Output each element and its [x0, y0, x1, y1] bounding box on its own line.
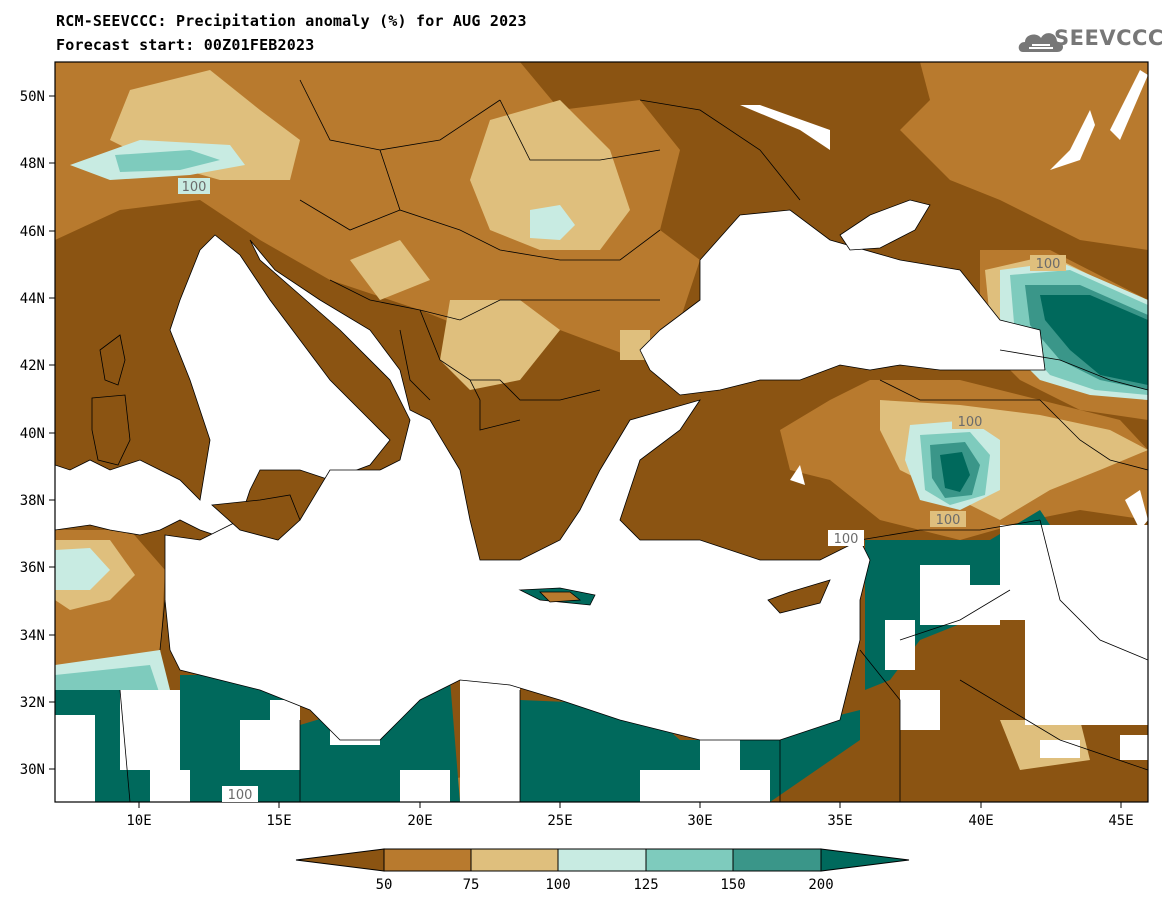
colorbar-labels: 50 75 100 125 150 200	[376, 877, 834, 893]
lon-label: 45E	[1108, 813, 1133, 829]
colorbar-label: 100	[545, 877, 570, 893]
colorbar-swatch	[820, 848, 910, 872]
seevccc-logo: SEEVCCC	[1054, 26, 1164, 50]
colorbar-swatch	[470, 848, 559, 872]
colorbar-swatch	[732, 848, 822, 872]
lat-label: 48N	[20, 156, 45, 172]
lat-label: 50N	[20, 89, 45, 105]
lat-label: 34N	[20, 628, 45, 644]
lat-label: 44N	[20, 291, 45, 307]
lat-label: 40N	[20, 426, 45, 442]
cloud-icon	[1018, 33, 1063, 52]
map-frame	[54, 61, 1149, 803]
sea-areas	[55, 199, 1046, 741]
colorbar-swatch	[295, 848, 385, 872]
lon-label: 40E	[968, 813, 993, 829]
lon-label: 10E	[126, 813, 151, 829]
lat-label: 38N	[20, 493, 45, 509]
lon-label: 25E	[547, 813, 572, 829]
contour-label: 100	[182, 180, 207, 195]
country-borders	[119, 79, 1148, 802]
colorbar-label: 200	[808, 877, 833, 893]
lat-label: 32N	[20, 695, 45, 711]
longitude-axis: 10E 15E 20E 25E 30E 35E 40E 45E	[126, 802, 1134, 829]
contour-labels: 100 100 100 100 100 100	[178, 178, 1066, 803]
lon-label: 30E	[687, 813, 712, 829]
lon-label: 15E	[266, 813, 291, 829]
map-title: RCM-SEEVCCC: Precipitation anomaly (%) f…	[56, 12, 527, 30]
contour-label: 100	[228, 788, 253, 803]
colorbar	[295, 848, 910, 872]
colorbar-label: 75	[463, 877, 480, 893]
map-plot-area	[55, 62, 1148, 802]
colorbar-label: 50	[376, 877, 393, 893]
colorbar-swatch	[645, 848, 734, 872]
islands	[91, 334, 831, 614]
lon-label: 35E	[827, 813, 852, 829]
lat-label: 30N	[20, 762, 45, 778]
lat-label: 36N	[20, 560, 45, 576]
forecast-start-subtitle: Forecast start: 00Z01FEB2023	[56, 36, 315, 54]
contour-label: 100	[1036, 257, 1061, 272]
contour-label: 100	[834, 532, 859, 547]
lat-label: 46N	[20, 224, 45, 240]
contour-label: 100	[958, 415, 983, 430]
colorbar-swatch	[383, 848, 472, 872]
colorbar-label: 150	[720, 877, 745, 893]
colorbar-swatch	[557, 848, 647, 872]
latitude-axis: 50N 48N 46N 44N 42N 40N 38N 36N 34N 32N …	[20, 89, 55, 778]
contour-label: 100	[936, 513, 961, 528]
lon-label: 20E	[407, 813, 432, 829]
colorbar-label: 125	[633, 877, 658, 893]
reservoirs	[740, 70, 1148, 530]
lat-label: 42N	[20, 358, 45, 374]
